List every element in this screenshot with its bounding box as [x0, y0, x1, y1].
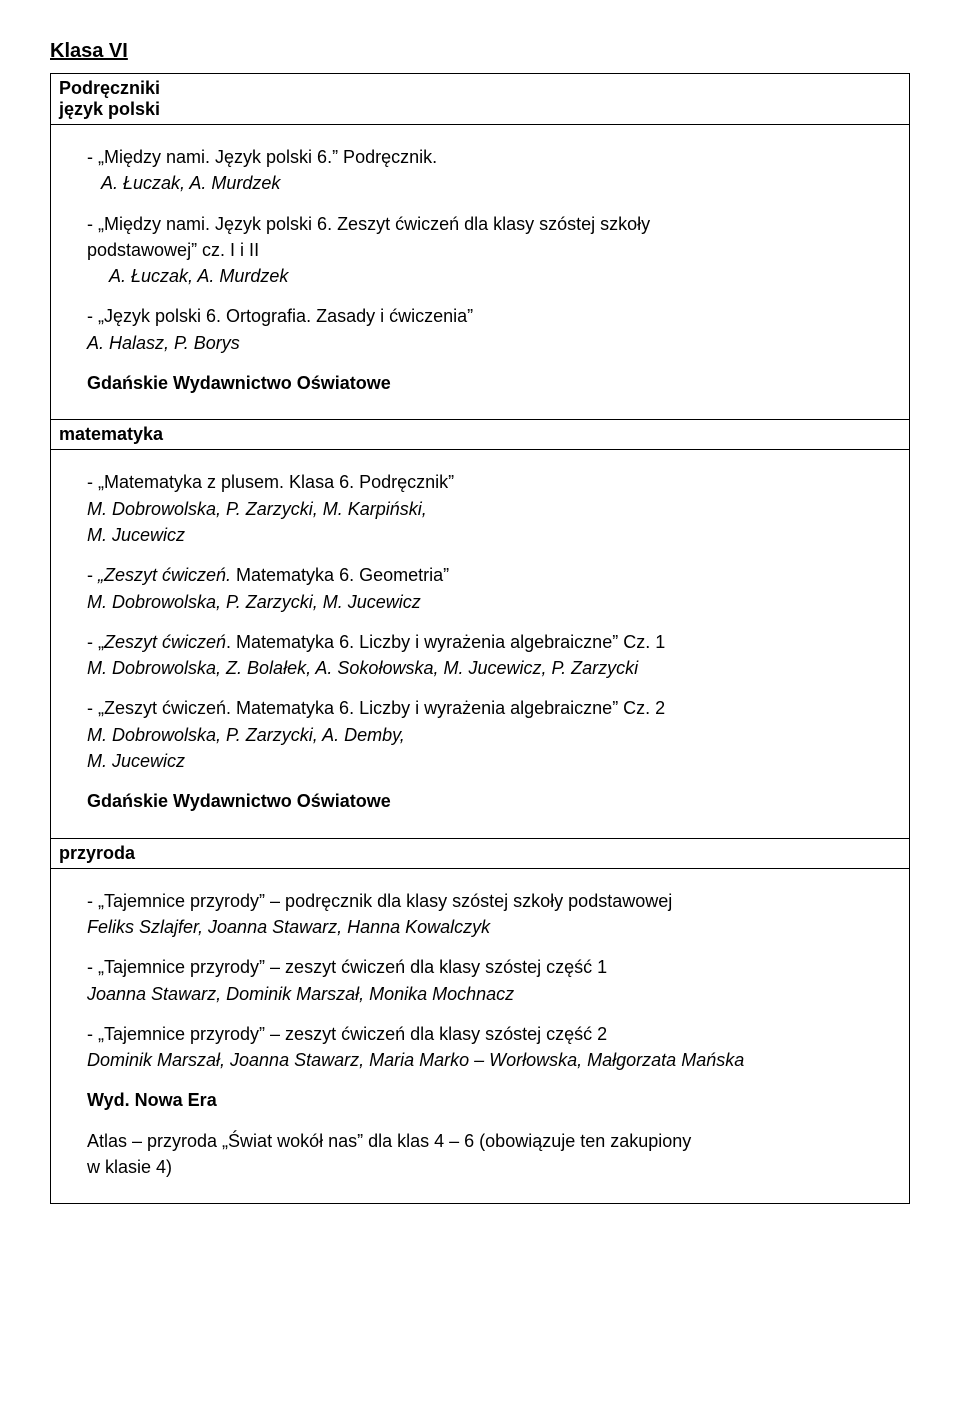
section2-header-cell: matematyka — [51, 420, 910, 450]
page-title: Klasa VI — [50, 40, 910, 63]
section1-header-cell: Podręczniki język polski — [51, 74, 910, 125]
s3-item1-author: Feliks Szlajfer, Joanna Stawarz, Hanna K… — [87, 915, 897, 939]
s1-item1-title: - „Między nami. Język polski 6.” Podręcz… — [87, 145, 897, 169]
s1-item1-author: A. Łuczak, A. Murdzek — [87, 171, 897, 195]
s2-item4-author-l2: M. Jucewicz — [87, 749, 897, 773]
s2-item3-author: M. Dobrowolska, Z. Bolałek, A. Sokołowsk… — [87, 656, 897, 680]
s3-item2-title: - „Tajemnice przyrody” – zeszyt ćwiczeń … — [87, 955, 897, 979]
s3-item1-title: - „Tajemnice przyrody” – podręcznik dla … — [87, 889, 897, 913]
s1-publisher: Gdańskie Wydawnictwo Oświatowe — [87, 371, 897, 395]
s2-item3-title: - „Zeszyt ćwiczeń. Matematyka 6. Liczby … — [87, 630, 897, 654]
section2-content-cell: - „Matematyka z plusem. Klasa 6. Podręcz… — [51, 450, 910, 838]
section1-header-line2: język polski — [59, 99, 901, 120]
s2-item1-author-l2: M. Jucewicz — [87, 523, 897, 547]
s1-item3-author: A. Halasz, P. Borys — [87, 331, 897, 355]
s3-item2-author: Joanna Stawarz, Dominik Marszał, Monika … — [87, 982, 897, 1006]
section1-content-cell: - „Między nami. Język polski 6.” Podręcz… — [51, 125, 910, 420]
section2-header: matematyka — [59, 424, 901, 445]
content-table: Podręczniki język polski - „Między nami.… — [50, 73, 910, 1204]
section3-content-cell: - „Tajemnice przyrody” – podręcznik dla … — [51, 868, 910, 1204]
s1-item3-title: - „Język polski 6. Ortografia. Zasady i … — [87, 304, 897, 328]
s2-item1-author-l1: M. Dobrowolska, P. Zarzycki, M. Karpińsk… — [87, 497, 897, 521]
s1-item2-author: A. Łuczak, A. Murdzek — [87, 264, 897, 288]
s3-item3-author: Dominik Marszał, Joanna Stawarz, Maria M… — [87, 1048, 897, 1072]
s1-item2-title-l1: - „Między nami. Język polski 6. Zeszyt ć… — [87, 212, 897, 236]
s3-atlas-l1: Atlas – przyroda „Świat wokół nas” dla k… — [87, 1129, 897, 1153]
s2-item2-title: - „Zeszyt ćwiczeń. Matematyka 6. Geometr… — [87, 563, 897, 587]
s3-atlas-l2: w klasie 4) — [87, 1155, 897, 1179]
s2-item1-title: - „Matematyka z plusem. Klasa 6. Podręcz… — [87, 470, 897, 494]
s2-item2-author: M. Dobrowolska, P. Zarzycki, M. Jucewicz — [87, 590, 897, 614]
section1-header-line1: Podręczniki — [59, 78, 901, 99]
section3-header: przyroda — [59, 843, 901, 864]
s2-publisher: Gdańskie Wydawnictwo Oświatowe — [87, 789, 897, 813]
section3-header-cell: przyroda — [51, 838, 910, 868]
s1-item2-title-l2: podstawowej” cz. I i II — [87, 238, 897, 262]
s3-item3-title: - „Tajemnice przyrody” – zeszyt ćwiczeń … — [87, 1022, 897, 1046]
s3-publisher: Wyd. Nowa Era — [87, 1088, 897, 1112]
s2-item4-author-l1: M. Dobrowolska, P. Zarzycki, A. Demby, — [87, 723, 897, 747]
s2-item4-title: - „Zeszyt ćwiczeń. Matematyka 6. Liczby … — [87, 696, 897, 720]
